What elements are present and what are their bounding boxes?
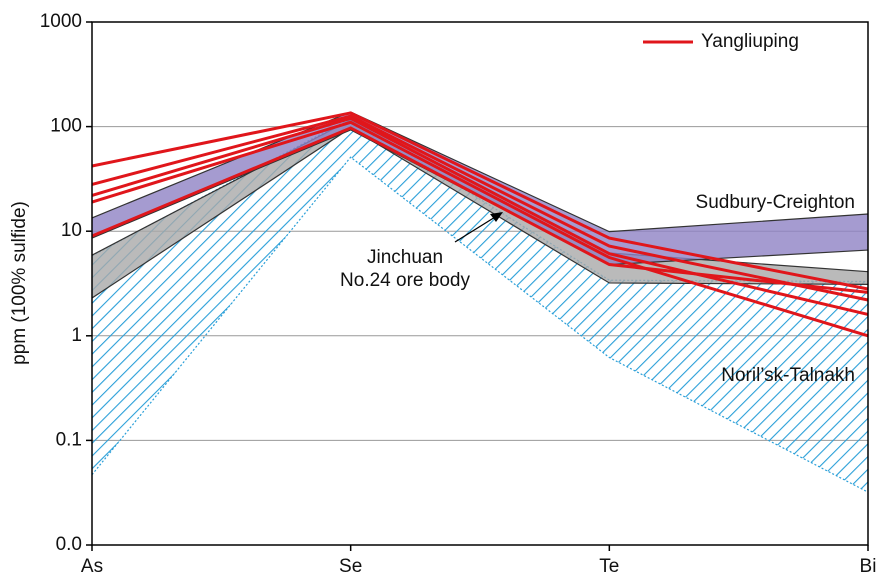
y-tick-label: 1 — [71, 325, 82, 346]
x-tick-label: As — [81, 556, 103, 577]
data-line — [91, 116, 869, 316]
range-label: Noril’sk-Talnakh — [721, 365, 855, 386]
data-line — [91, 114, 869, 302]
data-line — [91, 120, 869, 338]
y-tick-label: 0.1 — [56, 429, 82, 450]
y-tick-label: 0.0 — [56, 534, 82, 555]
y-axis-label: ppm (100% sulfide) — [9, 201, 30, 365]
range-label: No.24 ore body — [340, 270, 470, 291]
x-tick-label: Bi — [860, 556, 877, 577]
data-line — [91, 111, 869, 291]
data-line — [91, 126, 869, 294]
range-band — [92, 118, 868, 493]
plot-frame — [91, 21, 869, 546]
x-tick-label: Te — [599, 556, 619, 577]
range-edge — [91, 111, 869, 233]
arrow-head — [490, 212, 503, 222]
legend-label: Yangliuping — [701, 31, 799, 52]
x-tick-label: Se — [339, 556, 362, 577]
annotation-arrow — [454, 213, 501, 243]
range-label: Jinchuan — [367, 247, 443, 268]
range-edge — [91, 156, 869, 493]
y-tick-label: 100 — [50, 116, 82, 137]
y-tick-label: 1000 — [40, 11, 82, 32]
range-band — [92, 119, 868, 298]
y-tick-label: 10 — [61, 220, 82, 241]
range-label: Sudbury-Creighton — [696, 192, 855, 213]
